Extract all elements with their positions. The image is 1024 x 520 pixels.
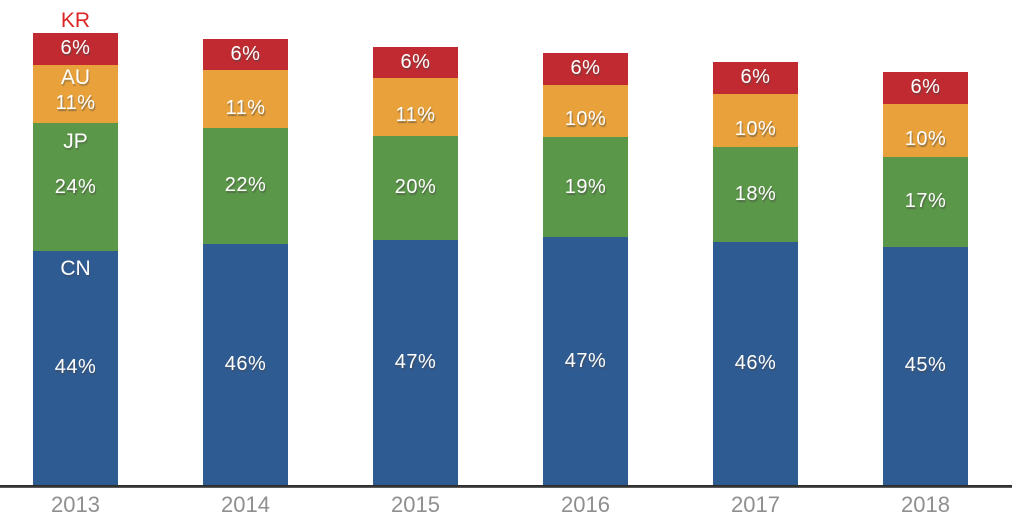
- segment-cn-2013: 44% CN: [33, 250, 118, 485]
- value-label-kr-2016: 6%: [570, 57, 601, 80]
- value-label-cn-2016: 47%: [564, 349, 607, 372]
- value-label-kr-2015: 6%: [400, 51, 431, 74]
- value-label-cn-2018: 45%: [904, 354, 947, 377]
- segment-cn-2018: 45%: [883, 246, 968, 485]
- segment-kr-2016: 6%: [543, 53, 628, 85]
- bar-2017: 6% 10% 18% 46%: [713, 62, 798, 485]
- x-axis-line: [0, 485, 1012, 488]
- segment-jp-2017: 18%: [713, 146, 798, 242]
- segment-cn-2017: 46%: [713, 241, 798, 485]
- bar-2018: 6% 10% 17% 45%: [883, 72, 968, 485]
- x-tick-label-2017: 2017: [731, 492, 780, 517]
- value-label-cn-2015: 47%: [394, 350, 437, 373]
- segment-kr-2013: 6%: [33, 33, 118, 65]
- value-label-kr-2014: 6%: [230, 43, 261, 66]
- segment-au-2014: 11%: [203, 70, 288, 129]
- value-label-jp-2014: 22%: [224, 174, 267, 197]
- segment-cn-2014: 46%: [203, 243, 288, 485]
- value-label-jp-2015: 20%: [394, 176, 437, 199]
- segment-au-2015: 11%: [373, 78, 458, 136]
- value-label-au-2014: 11%: [225, 96, 266, 119]
- x-tick-label-2018: 2018: [901, 492, 950, 517]
- segment-kr-2015: 6%: [373, 47, 458, 79]
- value-label-au-2017: 10%: [734, 117, 777, 140]
- value-label-cn-2017: 46%: [734, 351, 777, 374]
- value-label-jp-2017: 18%: [734, 182, 777, 205]
- segment-jp-2014: 22%: [203, 128, 288, 244]
- segment-jp-2015: 20%: [373, 135, 458, 240]
- value-label-au-2018: 10%: [904, 127, 947, 150]
- value-label-au-2013: 11%: [55, 91, 96, 114]
- segment-kr-2014: 6%: [203, 39, 288, 71]
- segment-au-2018: 10%: [883, 103, 968, 157]
- x-tick-label-2014: 2014: [221, 492, 270, 517]
- segment-kr-2017: 6%: [713, 62, 798, 94]
- x-tick-label-2015: 2015: [391, 492, 440, 517]
- series-name-label-cn: CN: [60, 256, 91, 280]
- segment-jp-2016: 19%: [543, 137, 628, 238]
- bar-2015: 6% 11% 20% 47%: [373, 47, 458, 485]
- x-tick-label-2016: 2016: [561, 492, 610, 517]
- series-name-label-jp: JP: [63, 130, 88, 154]
- value-label-jp-2018: 17%: [904, 190, 947, 213]
- value-label-kr-2018: 6%: [910, 76, 941, 99]
- value-label-jp-2016: 19%: [564, 175, 607, 198]
- segment-kr-2018: 6%: [883, 72, 968, 104]
- segment-cn-2015: 47%: [373, 239, 458, 485]
- segment-au-2013: 11% AU: [33, 64, 118, 124]
- value-label-au-2015: 11%: [395, 104, 436, 127]
- series-name-label-kr: KR: [60, 9, 91, 32]
- value-label-au-2016: 10%: [564, 108, 607, 131]
- series-name-label-au: AU: [60, 65, 91, 89]
- value-label-cn-2014: 46%: [224, 352, 267, 375]
- segment-jp-2018: 17%: [883, 156, 968, 247]
- bar-2014: 6% 11% 22% 46%: [203, 39, 288, 485]
- segment-cn-2016: 47%: [543, 237, 628, 485]
- value-label-cn-2013: 44%: [54, 356, 97, 379]
- value-label-jp-2013: 24%: [54, 175, 97, 198]
- value-label-kr-2017: 6%: [740, 66, 771, 89]
- value-label-kr-2013: 6%: [60, 37, 91, 60]
- segment-jp-2013: 24% JP: [33, 123, 118, 251]
- segment-au-2017: 10%: [713, 93, 798, 147]
- bar-2013: KR 6% 11% AU 24% JP 44% CN: [33, 9, 118, 485]
- bar-2016: 6% 10% 19% 47%: [543, 53, 628, 485]
- segment-au-2016: 10%: [543, 84, 628, 138]
- x-tick-label-2013: 2013: [51, 492, 100, 517]
